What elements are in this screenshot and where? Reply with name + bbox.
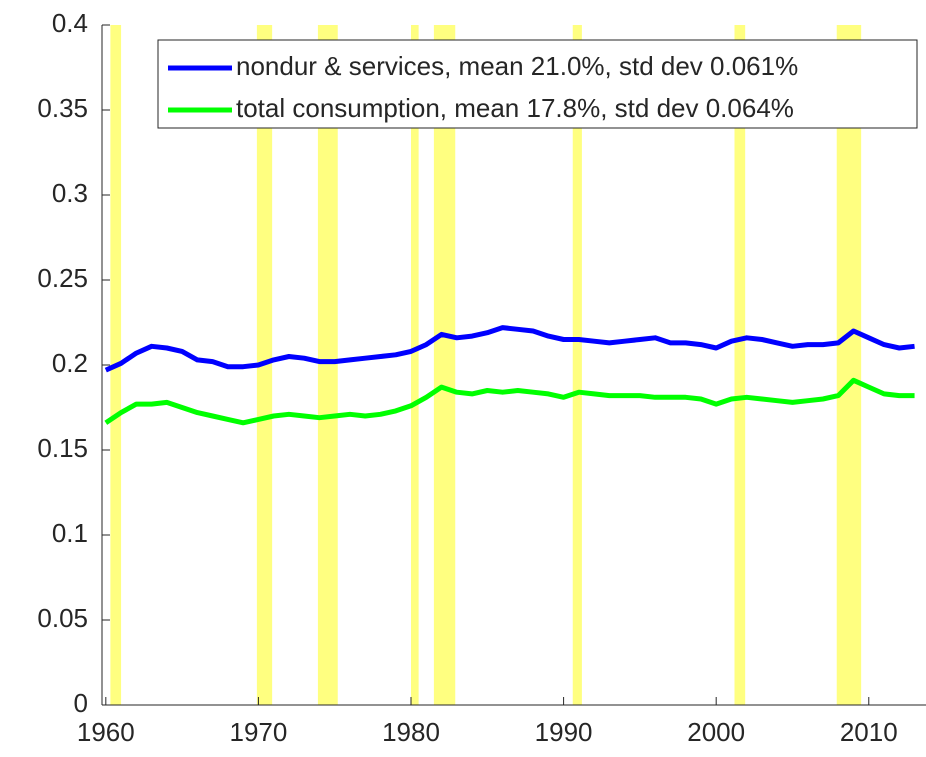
legend-label: total consumption, mean 17.8%, std dev 0… (236, 93, 794, 123)
y-tick-label: 0.2 (52, 348, 88, 378)
x-tick-label: 1970 (229, 717, 287, 747)
y-tick-label: 0.1 (52, 518, 88, 548)
recession-band (734, 25, 746, 705)
y-tick-label: 0.25 (37, 263, 88, 293)
y-tick-label: 0.4 (52, 8, 88, 38)
x-tick-label: 2000 (687, 717, 745, 747)
legend-box (157, 39, 918, 129)
y-tick-label: 0.05 (37, 603, 88, 633)
x-tick-label: 1980 (382, 717, 440, 747)
y-tick-label: 0.35 (37, 93, 88, 123)
x-tick-label: 1960 (77, 717, 135, 747)
y-tick-label: 0.3 (52, 178, 88, 208)
y-tick-label: 0.15 (37, 433, 88, 463)
y-tick-label: 0 (74, 688, 88, 718)
series-line (104, 325, 915, 373)
recession-band (317, 25, 338, 705)
series-line (104, 377, 915, 426)
recession-band (572, 25, 582, 705)
recession-band (836, 25, 862, 705)
recession-band (433, 25, 456, 705)
x-tick-label: 2010 (840, 717, 898, 747)
x-tick-label: 1990 (535, 717, 593, 747)
legend-label: nondur & services, mean 21.0%, std dev 0… (236, 51, 798, 81)
recession-band (411, 25, 419, 705)
